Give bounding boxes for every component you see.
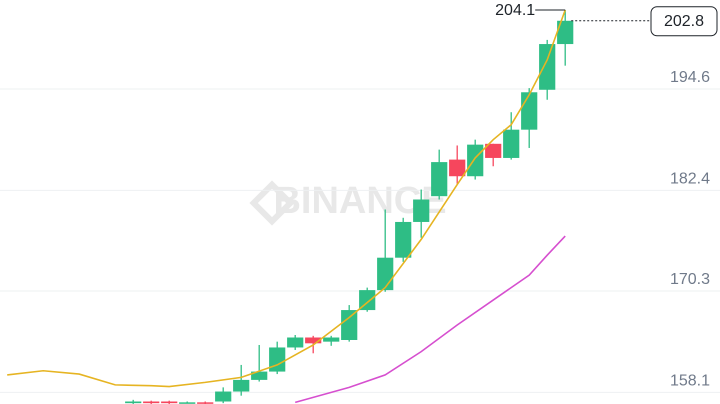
candle-body bbox=[287, 337, 304, 348]
candle-body bbox=[539, 44, 556, 90]
y-tick-label: 170.3 bbox=[670, 271, 710, 288]
candle-body bbox=[557, 20, 574, 45]
candle-body bbox=[413, 199, 430, 222]
y-tick-label: 158.1 bbox=[670, 373, 710, 390]
price-label: 202.8 bbox=[664, 13, 704, 30]
candle-body bbox=[503, 129, 520, 158]
watermark-logo bbox=[249, 180, 295, 226]
ma-line bbox=[294, 235, 566, 404]
candle-body bbox=[161, 401, 178, 404]
y-tick-label: 182.4 bbox=[670, 171, 710, 188]
candle-body bbox=[341, 310, 358, 340]
candle-body bbox=[521, 92, 538, 130]
candle-body bbox=[431, 162, 448, 197]
candle-body bbox=[215, 391, 232, 402]
candle-body bbox=[251, 371, 268, 380]
candle-body bbox=[449, 159, 466, 177]
candle-body bbox=[485, 143, 502, 158]
y-tick-label: 194.6 bbox=[670, 69, 710, 86]
candle-body bbox=[305, 337, 322, 344]
candle-body bbox=[323, 337, 340, 342]
candle-body bbox=[269, 347, 286, 372]
candle-body bbox=[377, 257, 394, 291]
price-box bbox=[650, 6, 718, 37]
candle-body bbox=[125, 401, 142, 404]
candle-body bbox=[467, 144, 484, 177]
candle-body bbox=[233, 379, 250, 392]
candle-body bbox=[179, 402, 196, 404]
candle-body bbox=[395, 221, 412, 258]
candle-body bbox=[143, 401, 160, 404]
candle-body bbox=[197, 402, 214, 404]
high-label: 204.1 bbox=[495, 2, 535, 19]
ma-line bbox=[7, 9, 566, 388]
